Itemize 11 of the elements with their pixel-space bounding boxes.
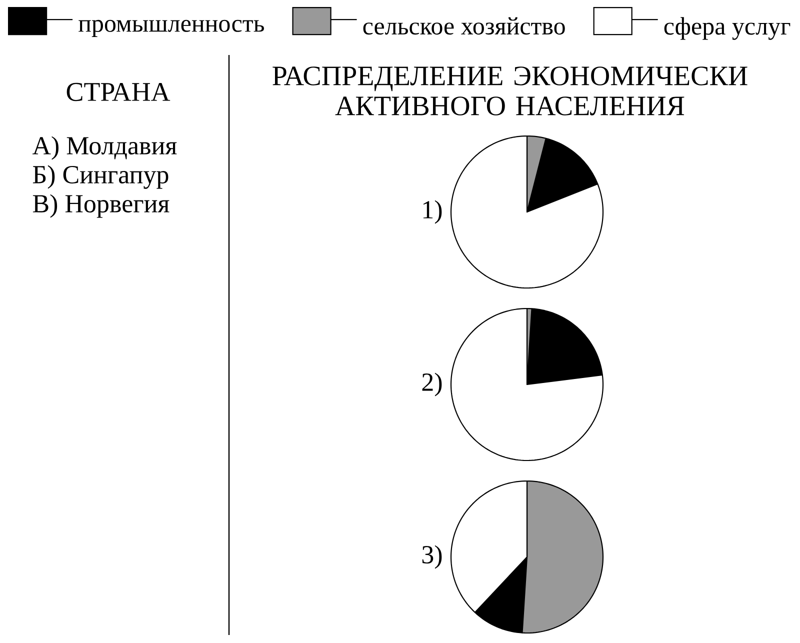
text: Б) Сингапур [32, 165, 168, 189]
text: РАСПРЕДЕЛЕНИЕ ЭКОНОМИЧЕСКИ АКТИВНОГО НАСЕЛЕНИЯ [272, 66, 748, 116]
legend-label: промышленность [78, 20, 264, 37]
slice-label: 2) [422, 372, 442, 396]
slice-label: 3) [422, 545, 442, 569]
text: СТРАНА [66, 82, 170, 102]
text: А) Молдавия [32, 136, 177, 160]
legend-label: сфера услуг [664, 17, 790, 40]
text: В) Норвегия [32, 194, 170, 218]
legend-label: сельское хозяйство [363, 17, 565, 35]
slice-label: 1) [423, 200, 442, 224]
